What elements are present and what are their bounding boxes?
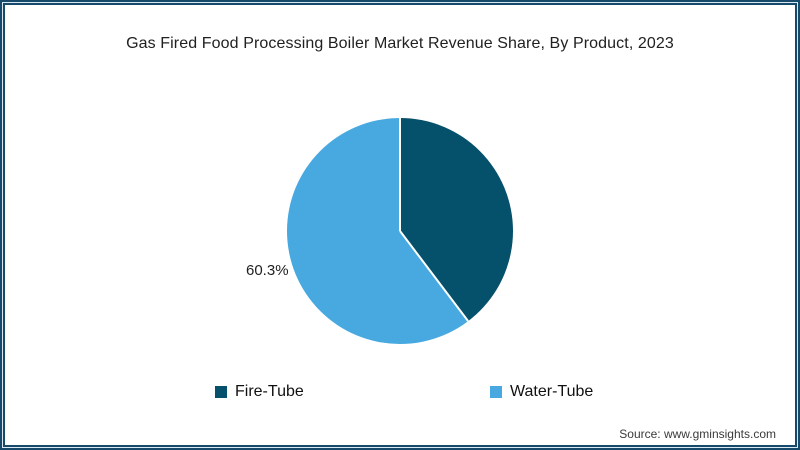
legend-label-water-tube: Water-Tube — [510, 383, 594, 400]
legend-item-fire-tube: Fire-Tube — [215, 383, 304, 401]
fire-tube-swatch-icon — [215, 386, 227, 398]
water-tube-percent-label: 60.3% — [246, 262, 289, 279]
pie-divider-split — [399, 230, 469, 322]
pie-chart-area — [287, 118, 513, 344]
pie-chart — [287, 118, 513, 344]
pie-divider-start — [399, 118, 401, 231]
source-note: Source: www.gminsights.com — [619, 427, 776, 441]
legend-item-water-tube: Water-Tube — [490, 383, 593, 401]
water-tube-swatch-icon — [490, 386, 502, 398]
chart-title: Gas Fired Food Processing Boiler Market … — [126, 35, 674, 52]
legend-label-fire-tube: Fire-Tube — [235, 383, 304, 400]
